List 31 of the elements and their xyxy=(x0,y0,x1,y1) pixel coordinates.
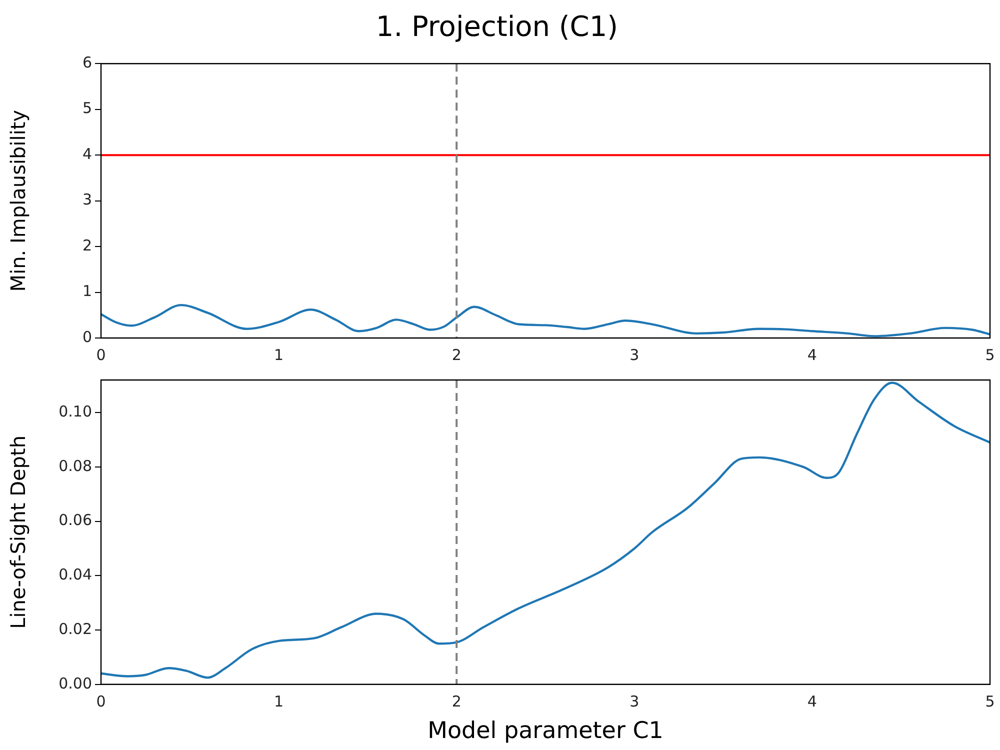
y-tick-label: 0.00 xyxy=(58,674,92,692)
x-axis-title: Model parameter C1 xyxy=(428,718,664,744)
y-tick-label: 0.08 xyxy=(58,456,92,475)
x-tick-label: 5 xyxy=(985,692,995,710)
x-tick-label: 1 xyxy=(274,692,284,710)
x-tick-label: 4 xyxy=(807,692,817,710)
y-tick-label: 4 xyxy=(82,144,92,163)
y-tick-label: 5 xyxy=(82,99,92,118)
x-tick-label: 5 xyxy=(985,346,995,364)
y-tick-label: 6 xyxy=(82,53,92,72)
y-tick-label: 0.06 xyxy=(58,511,92,530)
y-tick-label: 3 xyxy=(82,190,92,209)
chart-title: 1. Projection (C1) xyxy=(376,10,618,44)
x-tick-label: 0 xyxy=(96,346,106,364)
y-tick-label: 0 xyxy=(82,328,92,346)
y-axis-title: Line-of-Sight Depth xyxy=(6,435,30,629)
x-tick-label: 2 xyxy=(452,692,462,710)
x-tick-label: 1 xyxy=(274,346,284,364)
x-tick-label: 0 xyxy=(96,692,106,710)
x-tick-label: 3 xyxy=(630,346,640,364)
y-tick-label: 1 xyxy=(82,282,92,300)
y-tick-label: 0.10 xyxy=(58,402,92,421)
y-tick-label: 0.04 xyxy=(58,566,92,584)
x-tick-label: 3 xyxy=(630,692,640,710)
y-tick-label: 2 xyxy=(82,236,92,254)
y-axis-title: Min. Implausibility xyxy=(6,110,30,292)
line-series xyxy=(101,382,990,679)
line-series xyxy=(101,304,990,338)
x-tick-label: 2 xyxy=(452,346,462,364)
x-tick-label: 4 xyxy=(807,346,817,364)
y-tick-label: 0.02 xyxy=(58,620,92,638)
